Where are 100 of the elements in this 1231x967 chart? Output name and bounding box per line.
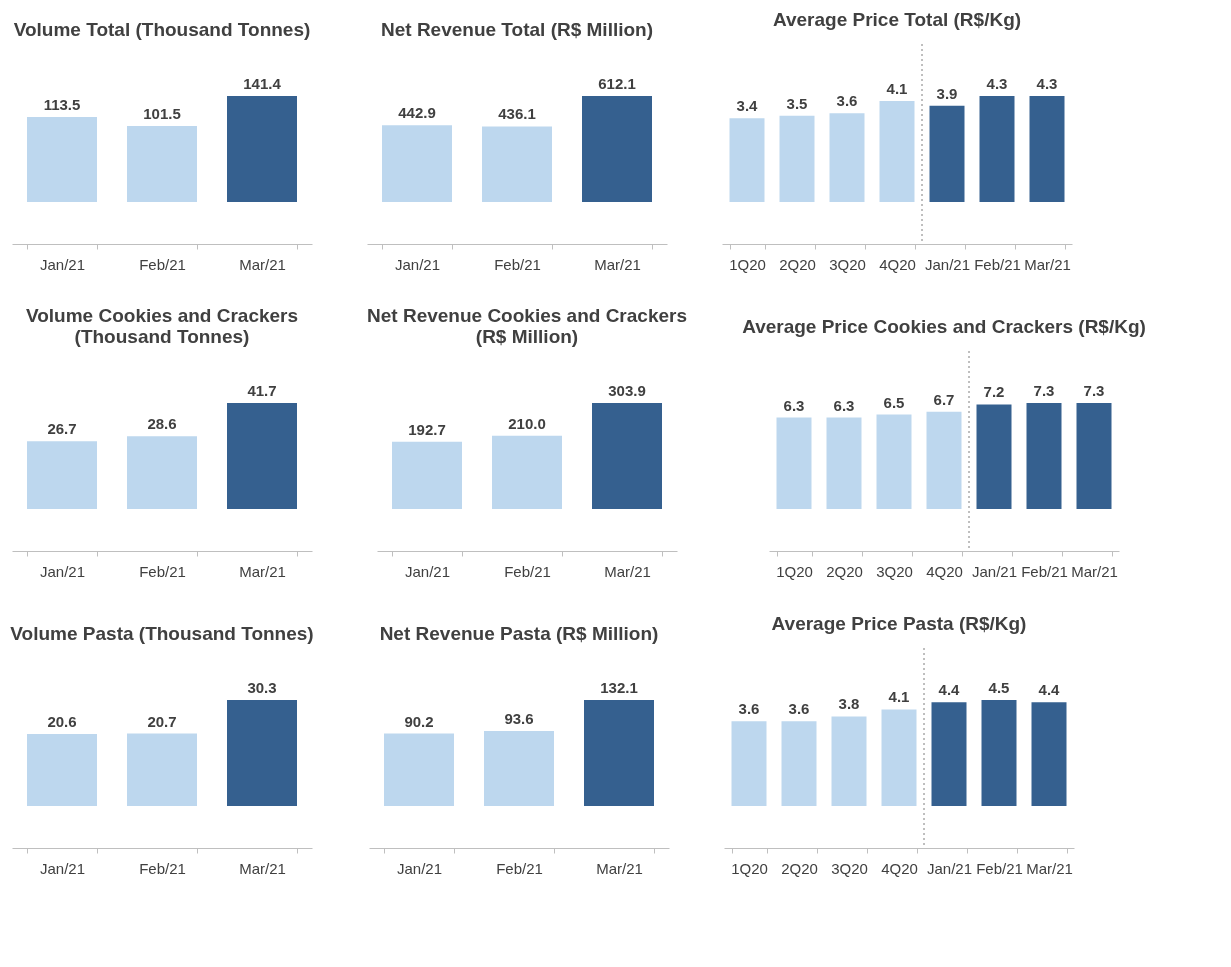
data-label: 7.2 (983, 383, 1005, 401)
data-label: 26.7 (47, 420, 77, 438)
data-label: 20.7 (147, 712, 177, 730)
x-tick-label: Mar/21 (594, 255, 641, 273)
data-label: 210.0 (508, 414, 546, 432)
x-tick-label: Mar/21 (239, 255, 286, 273)
data-label: 113.5 (43, 95, 81, 113)
data-label: 7.3 (1033, 382, 1055, 399)
bar (931, 702, 967, 806)
data-label: 93.6 (504, 709, 534, 727)
bar (981, 700, 1017, 806)
bar (976, 404, 1012, 509)
bar (731, 721, 767, 806)
bar (879, 100, 915, 202)
chart-title: Average Price Total (R$/Kg) (772, 8, 1022, 30)
x-tick-label: 4Q20 (879, 255, 916, 273)
bar (929, 105, 965, 202)
x-tick-label: Mar/21 (1024, 255, 1071, 273)
x-tick-label: 1Q20 (729, 255, 766, 273)
x-tick-label: Feb/21 (1021, 562, 1068, 580)
bar (779, 115, 815, 202)
x-tick-label: Feb/21 (139, 859, 186, 877)
x-tick-label: Mar/21 (1026, 859, 1073, 877)
chart-title: Volume Total (Thousand Tonnes) (13, 19, 311, 40)
data-label: 132.1 (600, 679, 638, 696)
x-tick-label: Jan/21 (396, 859, 443, 877)
x-tick-label: Mar/21 (596, 859, 643, 877)
data-label: 3.6 (738, 700, 760, 718)
x-tick-label: 3Q20 (829, 255, 866, 273)
data-label: 3.4 (736, 97, 759, 115)
chart-title: Net Revenue Pasta (R$ Million) (379, 623, 659, 644)
chart-title: Net Revenue Total (R$ Million) (380, 19, 654, 40)
x-tick-label: Jan/21 (404, 562, 451, 580)
data-label: 6.3 (833, 396, 855, 414)
x-tick-label: 2Q20 (826, 562, 863, 580)
data-label: 28.6 (147, 415, 177, 433)
data-label: 20.6 (47, 712, 77, 730)
data-label: 3.5 (786, 94, 808, 112)
x-tick-label: Jan/21 (39, 255, 86, 273)
x-tick-label: Feb/21 (139, 255, 186, 273)
bar (1076, 403, 1112, 509)
data-label: 41.7 (247, 382, 277, 399)
data-label: 3.6 (836, 92, 858, 110)
x-tick-label: 3Q20 (831, 859, 868, 877)
data-label: 101.5 (143, 104, 181, 122)
bar (831, 716, 867, 806)
bar (926, 411, 962, 509)
data-label: 3.8 (838, 695, 860, 713)
bar (979, 96, 1015, 202)
x-tick-label: Jan/21 (394, 255, 441, 273)
data-label: 436.1 (498, 105, 536, 123)
x-tick-label: Mar/21 (604, 562, 651, 580)
data-label: 90.2 (404, 712, 434, 730)
x-tick-label: 4Q20 (926, 562, 963, 580)
x-tick-label: 2Q20 (781, 859, 818, 877)
data-label: 442.9 (398, 104, 436, 122)
bar (826, 417, 862, 509)
bar (1031, 702, 1067, 806)
data-label: 303.9 (608, 382, 646, 399)
bar (729, 118, 765, 202)
chart-title: Volume Pasta (Thousand Tonnes) (10, 623, 314, 644)
data-label: 3.6 (788, 700, 810, 718)
x-tick-label: Jan/21 (924, 255, 971, 273)
chart-title: Volume Cookies and Crackers (Thousand Tonnes) (25, 305, 299, 347)
data-label: 6.5 (883, 393, 905, 411)
data-label: 3.9 (936, 84, 958, 102)
data-label: 612.1 (598, 75, 636, 92)
data-label: 30.3 (247, 679, 277, 696)
data-label: 4.4 (1038, 681, 1061, 699)
x-tick-label: Feb/21 (974, 255, 1021, 273)
bar (1029, 96, 1065, 202)
data-label: 141.4 (243, 75, 282, 92)
x-tick-label: Jan/21 (971, 562, 1018, 580)
x-tick-label: Jan/21 (39, 562, 86, 580)
data-label: 6.3 (783, 396, 805, 414)
chart-title: Net Revenue Cookies and Crackers (R$ Million) (367, 305, 687, 347)
x-tick-label: 1Q20 (731, 859, 768, 877)
chart-title: Average Price Cookies and Crackers (R$/Kg) (742, 315, 1146, 337)
bar (876, 414, 912, 509)
x-tick-label: Feb/21 (976, 859, 1023, 877)
x-tick-label: 2Q20 (779, 255, 816, 273)
data-label: 6.7 (933, 390, 955, 408)
data-label: 4.3 (986, 75, 1008, 92)
chart-title: Average Price Pasta (R$/Kg) (771, 612, 1027, 634)
x-tick-label: Mar/21 (239, 562, 286, 580)
x-tick-label: Feb/21 (504, 562, 551, 580)
x-tick-label: Mar/21 (1071, 562, 1118, 580)
x-tick-label: 4Q20 (881, 859, 918, 877)
data-label: 7.3 (1083, 382, 1105, 399)
data-label: 4.5 (988, 679, 1010, 696)
x-tick-label: Feb/21 (496, 859, 543, 877)
bar (829, 113, 865, 202)
data-label: 4.1 (888, 688, 910, 706)
x-tick-label: Mar/21 (239, 859, 286, 877)
x-tick-label: Feb/21 (494, 255, 541, 273)
x-tick-label: Feb/21 (139, 562, 186, 580)
bar (881, 709, 917, 806)
x-tick-label: 3Q20 (876, 562, 913, 580)
bar (781, 721, 817, 806)
bar (776, 417, 812, 509)
